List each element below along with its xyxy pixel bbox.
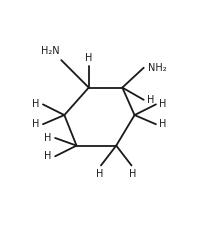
Text: H₂N: H₂N xyxy=(41,46,60,56)
Text: H: H xyxy=(129,169,137,179)
Text: H: H xyxy=(147,95,154,105)
Text: H: H xyxy=(32,99,40,109)
Text: H: H xyxy=(45,133,52,143)
Text: H: H xyxy=(32,119,40,129)
Text: H: H xyxy=(159,119,167,129)
Text: NH₂: NH₂ xyxy=(148,63,166,73)
Text: H: H xyxy=(85,53,92,63)
Text: H: H xyxy=(45,151,52,161)
Text: H: H xyxy=(96,169,103,179)
Text: H: H xyxy=(159,99,167,109)
